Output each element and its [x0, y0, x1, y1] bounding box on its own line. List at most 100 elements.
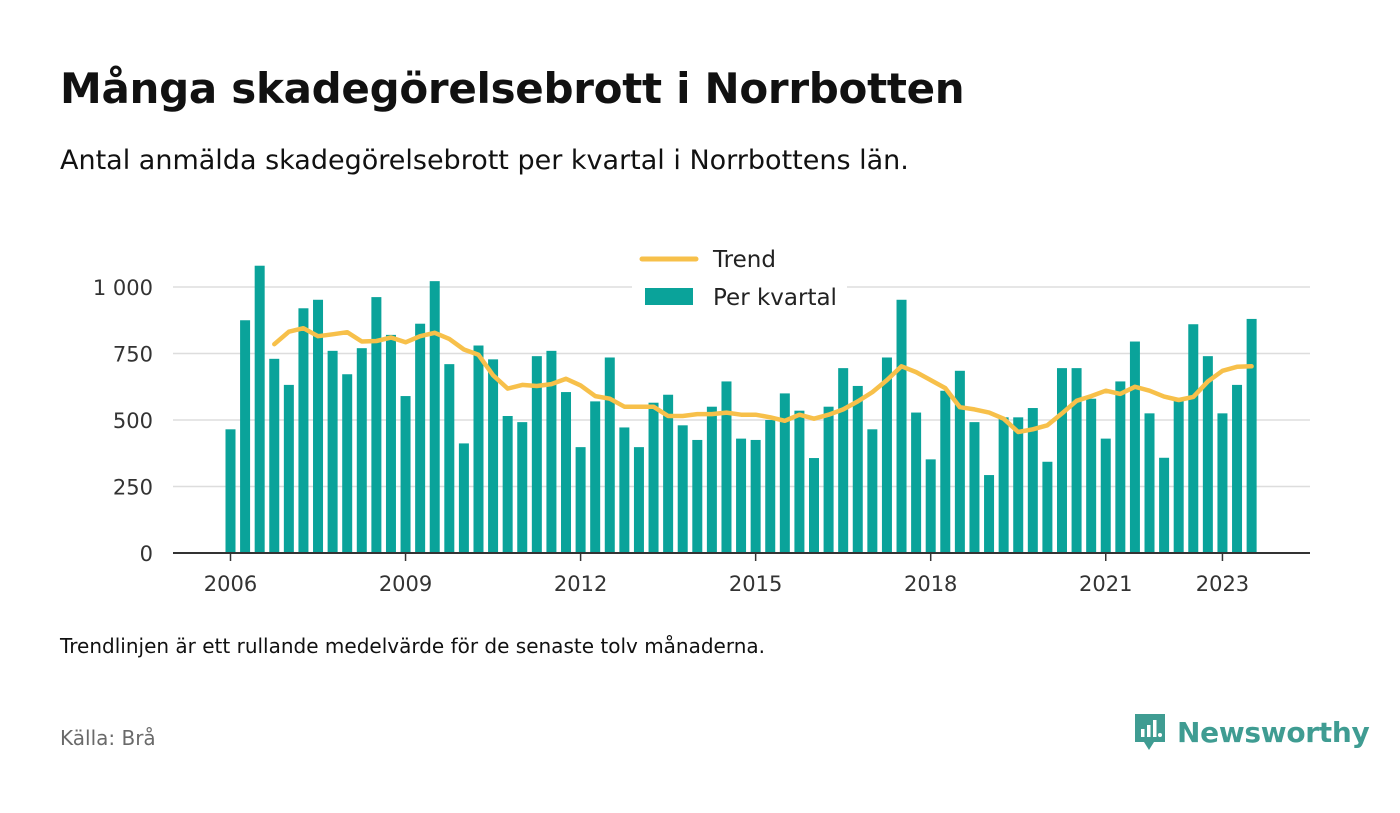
bar	[517, 422, 528, 553]
legend-bar-swatch	[645, 288, 693, 305]
bar	[371, 297, 382, 553]
bar	[327, 350, 338, 553]
bar	[575, 447, 586, 553]
bar	[648, 402, 659, 553]
bar	[444, 364, 455, 553]
bar	[998, 417, 1009, 553]
bar	[954, 370, 965, 553]
bar	[765, 420, 776, 553]
trend-line	[272, 325, 1254, 435]
bar	[385, 334, 396, 553]
bar	[896, 299, 907, 553]
bar	[400, 396, 411, 553]
bar	[1159, 457, 1170, 553]
bar	[590, 401, 601, 553]
x-tick-label: 2018	[904, 572, 957, 596]
bar	[488, 359, 499, 553]
x-tick-label: 2009	[379, 572, 432, 596]
x-axis-labels: 2006 2009 2012 2015 2018 2021 2023	[204, 553, 1249, 596]
bar	[458, 443, 469, 553]
bar	[254, 265, 265, 553]
bar	[269, 358, 280, 553]
bar	[779, 393, 790, 553]
bar	[356, 348, 367, 553]
y-tick-label: 500	[113, 409, 153, 433]
bar	[1144, 413, 1155, 553]
bar	[736, 438, 747, 553]
bar	[809, 458, 819, 553]
bar	[1042, 461, 1053, 553]
bar	[1129, 341, 1140, 553]
bar	[240, 320, 251, 553]
bar	[1056, 368, 1067, 553]
bar	[984, 475, 995, 553]
bar	[1071, 368, 1082, 553]
source-label: Källa: Brå	[60, 726, 156, 750]
bar	[721, 381, 732, 553]
bar	[633, 447, 644, 553]
bar	[225, 429, 236, 553]
page-title: Många skadegörelsebrott i Norrbotten	[60, 64, 965, 113]
bar	[794, 410, 805, 553]
bar	[969, 422, 980, 553]
bar	[561, 392, 572, 553]
y-axis-labels: 0 250 500 750 1 000	[93, 276, 153, 566]
page-subtitle: Antal anmälda skadegörelsebrott per kvar…	[60, 145, 909, 176]
x-tick-label: 2006	[204, 572, 257, 596]
y-tick-label: 750	[113, 343, 153, 367]
bar	[940, 390, 951, 553]
x-tick-label: 2023	[1196, 572, 1249, 596]
bar	[663, 394, 674, 553]
bar	[283, 384, 294, 553]
bar	[473, 345, 484, 553]
brand-logo[interactable]: Newsworthy	[1133, 712, 1370, 752]
bar	[838, 368, 849, 553]
bar	[342, 374, 353, 553]
bar	[531, 356, 542, 553]
bar	[502, 416, 513, 553]
bar	[1013, 417, 1024, 553]
bar	[677, 425, 688, 553]
bar	[1217, 413, 1228, 553]
bar	[619, 427, 630, 553]
x-tick-label: 2021	[1079, 572, 1132, 596]
legend-bar-label: Per kvartal	[713, 285, 837, 311]
bar	[1173, 398, 1184, 553]
trend-series	[272, 325, 1254, 435]
bar	[429, 281, 440, 553]
bar	[706, 406, 717, 553]
bar	[298, 308, 309, 553]
bar	[1115, 381, 1126, 553]
x-tick-label: 2012	[554, 572, 607, 596]
bar	[692, 439, 703, 553]
bar	[1246, 318, 1257, 553]
bar	[1188, 324, 1199, 553]
bar	[867, 429, 878, 553]
y-tick-label: 250	[113, 476, 153, 500]
bar	[750, 439, 761, 553]
y-tick-label: 0	[140, 542, 153, 566]
legend: Trend Per kvartal	[632, 243, 847, 315]
bar	[881, 357, 892, 553]
bar-series	[225, 265, 1257, 553]
bar	[546, 350, 557, 553]
bar	[852, 385, 863, 553]
bar	[415, 323, 426, 553]
bar	[911, 412, 922, 553]
bar	[1086, 398, 1097, 553]
bar	[925, 459, 936, 553]
brand-name: Newsworthy	[1177, 715, 1370, 749]
y-tick-label: 1 000	[93, 276, 153, 300]
x-tick-label: 2015	[729, 572, 782, 596]
chart-note: Trendlinjen är ett rullande medelvärde f…	[60, 634, 766, 658]
bar	[1202, 356, 1213, 553]
bar	[1100, 438, 1111, 553]
bar	[823, 406, 834, 553]
bar	[1027, 408, 1038, 553]
bar	[1232, 384, 1243, 553]
bar	[313, 299, 324, 553]
newsworthy-logo-icon	[1135, 714, 1165, 750]
bar	[604, 357, 615, 553]
legend-trend-label: Trend	[712, 247, 776, 273]
